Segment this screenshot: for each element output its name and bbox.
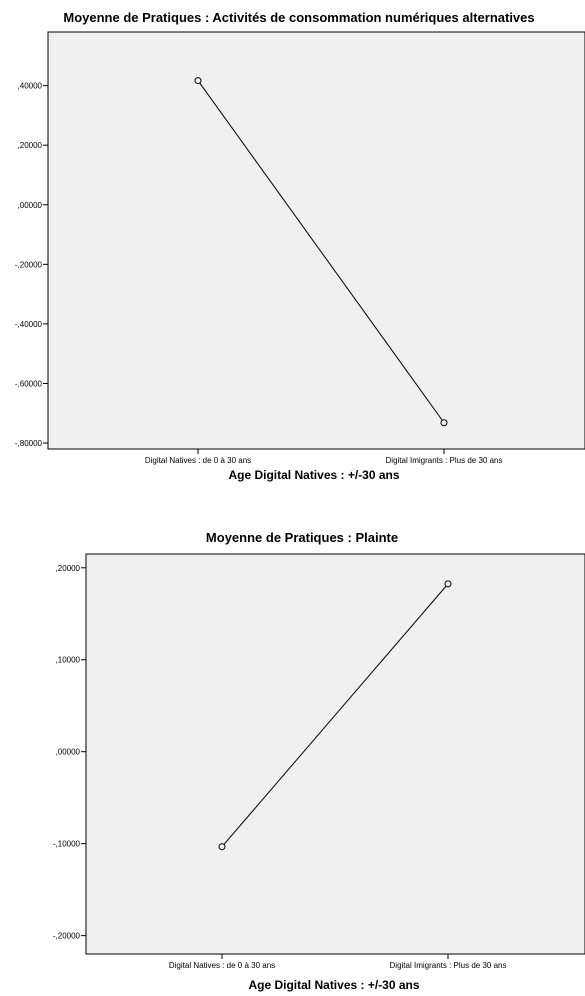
data-point xyxy=(444,580,452,588)
x-axis-label: Age Digital Natives : +/-30 ans xyxy=(228,468,399,482)
x-category-label: Digital Imigrants : Plus de 30 ans xyxy=(390,961,507,970)
chart-title: Moyenne de Pratiques : Activités de cons… xyxy=(63,10,534,25)
y-tick-label: -,20000 xyxy=(15,260,43,269)
y-tick-label: ,20000 xyxy=(56,564,81,573)
series-line xyxy=(197,80,445,424)
y-tick-label: ,00000 xyxy=(56,748,81,757)
y-tick-label: ,20000 xyxy=(18,141,43,150)
x-category-label: Digital Natives : de 0 à 30 ans xyxy=(169,961,275,970)
data-point xyxy=(440,419,448,427)
chart-plainte: Moyenne de Pratiques : Plainte ,20000 ,100… xyxy=(53,530,585,992)
chart-title: Moyenne de Pratiques : Plainte xyxy=(206,530,398,545)
chart-consommation-numerique: Moyenne de Pratiques : Activités de cons… xyxy=(15,10,585,482)
data-point xyxy=(218,843,226,851)
x-axis-label: Age Digital Natives : +/-30 ans xyxy=(248,978,419,992)
y-tick-label: -,20000 xyxy=(53,932,81,941)
y-tick-label: ,00000 xyxy=(18,201,43,210)
y-tick-label: ,40000 xyxy=(18,82,43,91)
y-tick-label: -,10000 xyxy=(53,840,81,849)
x-category-label: Digital Natives : de 0 à 30 ans xyxy=(145,456,251,465)
y-tick-label: -,40000 xyxy=(15,320,43,329)
data-point xyxy=(194,77,202,85)
y-tick-label: -,80000 xyxy=(15,439,43,448)
x-category-label: Digital Imigrants : Plus de 30 ans xyxy=(386,456,503,465)
series-line xyxy=(221,583,449,848)
y-tick-label: -,60000 xyxy=(15,379,43,388)
plot-area xyxy=(47,31,585,450)
plot-area xyxy=(85,553,585,955)
y-tick-label: ,10000 xyxy=(56,656,81,665)
